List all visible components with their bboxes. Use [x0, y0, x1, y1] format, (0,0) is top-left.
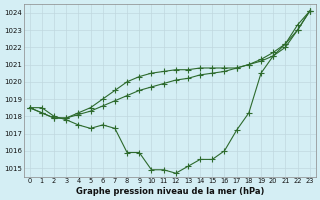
X-axis label: Graphe pression niveau de la mer (hPa): Graphe pression niveau de la mer (hPa) — [76, 187, 264, 196]
